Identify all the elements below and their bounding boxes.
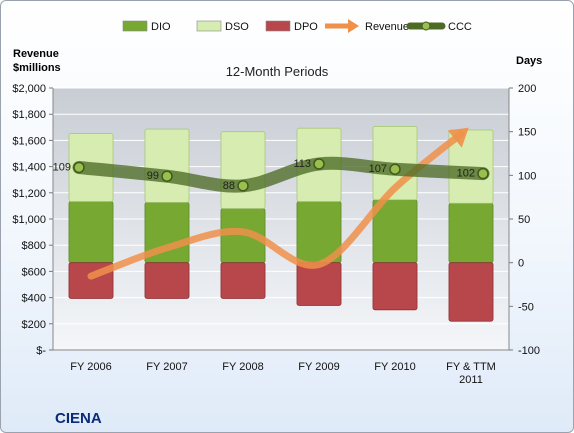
dpo-bar bbox=[296, 262, 342, 306]
left-tick-label: $1,800 bbox=[12, 109, 46, 121]
legend-label: DIO bbox=[151, 21, 171, 33]
chart-title: 12-Month Periods bbox=[226, 64, 329, 79]
legend-label: Revenue bbox=[365, 21, 409, 33]
x-tick-label: 2011 bbox=[459, 374, 483, 386]
ccc-data-label: 109 bbox=[53, 161, 71, 173]
dpo-bar bbox=[372, 262, 418, 311]
dso-bar bbox=[220, 131, 266, 209]
right-tick-label: 200 bbox=[518, 83, 536, 95]
ccc-data-label: 102 bbox=[457, 168, 475, 180]
x-tick-label: FY 2008 bbox=[222, 361, 263, 373]
left-axis-ticks: $- $200 $400 $600 $800 $1,000 $1,200 $1,400 $1,6… bbox=[12, 83, 54, 357]
left-tick-label: $1,000 bbox=[12, 214, 46, 226]
x-tick-label: FY 2007 bbox=[146, 361, 187, 373]
ccc-point bbox=[389, 163, 401, 175]
right-tick-label: 100 bbox=[518, 170, 536, 182]
right-tick-label: 0 bbox=[518, 258, 524, 270]
left-tick-label: $1,600 bbox=[12, 135, 46, 147]
legend-label: CCC bbox=[448, 21, 472, 33]
legend-label: DSO bbox=[225, 21, 249, 33]
dpo-bar bbox=[220, 262, 266, 299]
left-axis-title: Revenue bbox=[13, 48, 59, 60]
x-tick-label: FY & TTM bbox=[446, 361, 496, 373]
right-axis-title: Days bbox=[516, 55, 542, 67]
legend-swatch bbox=[265, 20, 291, 32]
ccc-series: 109 99 88 113 107 102 bbox=[53, 156, 490, 193]
ccc-data-label: 107 bbox=[369, 163, 387, 175]
x-tick-label: FY 2006 bbox=[70, 361, 111, 373]
left-tick-label: $- bbox=[36, 345, 46, 357]
dpo-bar bbox=[144, 262, 190, 299]
left-tick-label: $1,400 bbox=[12, 162, 46, 174]
ccc-line bbox=[72, 156, 490, 193]
revenue-arrowhead bbox=[447, 127, 469, 148]
right-tick-label: 50 bbox=[518, 214, 530, 226]
left-tick-label: $800 bbox=[22, 240, 46, 252]
right-tick-label: -100 bbox=[518, 345, 540, 357]
ccc-data-label: 99 bbox=[147, 170, 159, 182]
legend: DIO DSO DPO Revenue CCC bbox=[122, 19, 472, 33]
ccc-point bbox=[161, 170, 173, 182]
left-tick-label: $2,000 bbox=[12, 83, 46, 95]
ccc-point bbox=[477, 167, 489, 180]
right-tick-label: 150 bbox=[518, 127, 536, 139]
dpo-bar bbox=[448, 262, 494, 322]
x-axis-labels: FY 2006 FY 2007 FY 2008 FY 2009 FY 2010 FY & … bbox=[70, 361, 496, 386]
legend-marker bbox=[421, 21, 431, 31]
revenue-series bbox=[87, 127, 469, 280]
dso-bar bbox=[144, 128, 190, 203]
right-tick-label: -50 bbox=[518, 301, 534, 313]
left-tick-label: $600 bbox=[22, 266, 46, 278]
left-tick-label: $400 bbox=[22, 293, 46, 305]
ccc-data-label: 113 bbox=[293, 158, 311, 170]
x-tick-label: FY 2009 bbox=[298, 361, 339, 373]
dio-bar bbox=[68, 201, 114, 264]
left-tick-label: $200 bbox=[22, 319, 46, 331]
legend-label: DPO bbox=[294, 21, 318, 33]
company-name: CIENA bbox=[55, 410, 102, 427]
ccc-data-label: 88 bbox=[223, 180, 235, 192]
x-tick-label: FY 2010 bbox=[374, 361, 415, 373]
left-tick-label: $1,200 bbox=[12, 188, 46, 200]
legend-arrowhead bbox=[348, 19, 359, 33]
ccc-point bbox=[73, 161, 85, 174]
revenue-line bbox=[87, 130, 465, 280]
legend-swatch bbox=[122, 20, 148, 32]
dio-bar bbox=[448, 202, 494, 264]
ccc-point bbox=[313, 158, 325, 170]
legend-swatch bbox=[196, 20, 222, 32]
right-axis-ticks: -100 -50 0 50 100 150 200 bbox=[53, 83, 540, 357]
left-axis-subtitle: $millions bbox=[13, 62, 61, 74]
ccc-point bbox=[237, 180, 249, 192]
